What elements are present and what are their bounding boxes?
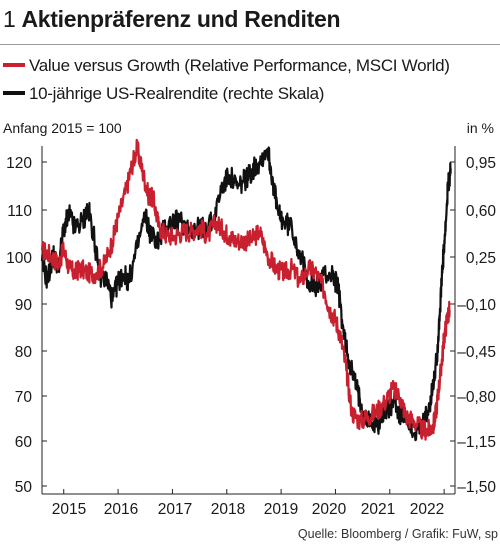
- left-tick-label: 60: [15, 434, 33, 451]
- left-tick-label: 90: [15, 297, 33, 314]
- left-axis-unit: Anfang 2015 = 100: [3, 120, 122, 136]
- legend-item-value-growth: Value versus Growth (Relative Performanc…: [3, 56, 450, 76]
- right-tick-label: –1,15: [457, 434, 496, 451]
- source-note: Quelle: Bloomberg / Grafik: FuW, sp: [297, 527, 498, 541]
- left-tick-label: 50: [15, 479, 33, 496]
- left-tick-label: 80: [15, 344, 33, 361]
- x-tick-label: 2022: [410, 501, 444, 518]
- left-tick-label: 70: [15, 389, 33, 406]
- series-line-value-growth: [40, 138, 451, 441]
- legend-label-value-growth: Value versus Growth (Relative Performanc…: [29, 56, 450, 75]
- series-line-realrendite: [40, 146, 452, 442]
- chart-title: 1 Aktienpräferenz und Renditen: [3, 6, 341, 33]
- figure-number: 1: [3, 6, 16, 32]
- right-tick-label: 0,60: [466, 203, 497, 220]
- left-tick-label: 120: [6, 155, 32, 172]
- x-tick-label: 2020: [312, 501, 347, 518]
- right-axis-unit: in %: [466, 120, 494, 136]
- right-tick-label: 0,25: [466, 250, 496, 267]
- right-tick-label: –0,10: [457, 297, 496, 314]
- x-tick-label: 2018: [211, 501, 245, 518]
- right-tick-label: –1,50: [457, 479, 496, 496]
- x-tick-label: 2019: [264, 501, 298, 518]
- legend-swatch-black: [3, 90, 25, 95]
- legend-swatch-red: [3, 62, 25, 67]
- legend-item-realrendite: 10-jährige US-Realrendite (rechte Skala): [3, 84, 324, 104]
- right-tick-label: –0,80: [457, 389, 496, 406]
- left-tick-label: 110: [7, 203, 32, 220]
- right-tick-label: 0,95: [466, 155, 496, 172]
- left-tick-label: 100: [6, 250, 32, 267]
- x-tick-label: 2021: [361, 501, 395, 518]
- right-tick-label: –0,45: [457, 344, 496, 361]
- figure-title: Aktienpräferenz und Renditen: [21, 6, 341, 32]
- x-tick-label: 2017: [158, 501, 192, 518]
- title-divider: [0, 44, 500, 45]
- legend-label-realrendite: 10-jährige US-Realrendite (rechte Skala): [29, 84, 325, 103]
- x-tick-label: 2015: [52, 501, 86, 518]
- x-tick-label: 2016: [104, 501, 138, 518]
